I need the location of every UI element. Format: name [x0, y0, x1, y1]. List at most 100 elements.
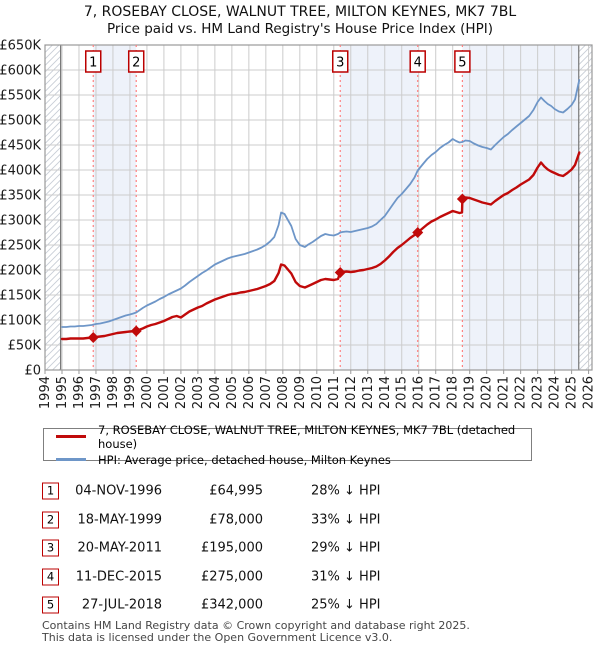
- svg-text:£200K: £200K: [0, 264, 41, 279]
- svg-text:2026: 2026: [582, 376, 597, 409]
- svg-text:2025: 2025: [565, 376, 580, 409]
- transaction-number-badge: 2: [42, 511, 59, 529]
- transaction-date: 18-MAY-1999: [77, 512, 162, 528]
- svg-text:2012: 2012: [344, 376, 359, 409]
- hpi-series-line: [61, 79, 581, 328]
- svg-text:2022: 2022: [514, 376, 529, 409]
- svg-text:2017: 2017: [429, 376, 444, 409]
- svg-text:2015: 2015: [395, 376, 410, 409]
- hpi-line-swatch: [56, 458, 86, 461]
- svg-text:£100K: £100K: [0, 314, 41, 329]
- svg-text:2006: 2006: [242, 376, 257, 409]
- svg-text:1998: 1998: [106, 376, 121, 409]
- chart-legend: 7, ROSEBAY CLOSE, WALNUT TREE, MILTON KE…: [43, 423, 532, 467]
- transaction-hpi-delta: 25% ↓ HPI: [311, 597, 381, 613]
- svg-text:2020: 2020: [480, 376, 495, 409]
- svg-text:2014: 2014: [378, 376, 393, 409]
- svg-text:2021: 2021: [497, 376, 512, 409]
- y-axis-tick-labels: £0 £50K £100K £150K £200K £250K £300K £350K £400…: [0, 39, 41, 379]
- price-paid-line-swatch: [56, 435, 86, 438]
- transaction-hpi-delta: 33% ↓ HPI: [311, 512, 381, 528]
- svg-text:1994: 1994: [38, 376, 53, 409]
- transaction-number-badge: 3: [42, 539, 59, 557]
- x-axis-ticks: [44, 370, 590, 374]
- table-row: 4 11-DEC-2015 £275,000 31% ↓ HPI: [42, 563, 562, 592]
- svg-text:2007: 2007: [259, 376, 274, 409]
- transactions-table: 1 04-NOV-1996 £64,995 28% ↓ HPI 2 18-MAY…: [42, 477, 562, 620]
- license-line-1: Contains HM Land Registry data © Crown c…: [42, 619, 470, 632]
- svg-text:2018: 2018: [446, 376, 461, 409]
- legend-label: 7, ROSEBAY CLOSE, WALNUT TREE, MILTON KE…: [98, 422, 516, 451]
- transaction-number-badge: 5: [42, 596, 59, 614]
- gridlines: [44, 44, 592, 371]
- svg-text:£0: £0: [24, 364, 41, 379]
- svg-text:1995: 1995: [55, 376, 70, 409]
- transaction-date: 27-JUL-2018: [81, 597, 162, 613]
- legend-label: HPI: Average price, detached house, Milt…: [98, 452, 391, 467]
- price-history-chart: 1 2 3 4 5 £0 £50K £100K £150K £200K £250K £300K £35…: [0, 39, 597, 410]
- svg-text:2000: 2000: [140, 376, 155, 409]
- sale-marker-number-boxes: 1 2 3 4 5: [84, 50, 471, 73]
- svg-text:£550K: £550K: [0, 89, 41, 104]
- table-row: 1 04-NOV-1996 £64,995 28% ↓ HPI: [42, 477, 562, 506]
- svg-text:£500K: £500K: [0, 114, 41, 129]
- svg-text:£50K: £50K: [8, 339, 42, 354]
- svg-text:£400K: £400K: [0, 164, 41, 179]
- sale-marker-lines: [92, 45, 463, 370]
- legend-item-price-paid: 7, ROSEBAY CLOSE, WALNUT TREE, MILTON KE…: [44, 423, 531, 451]
- svg-text:£350K: £350K: [0, 189, 41, 204]
- svg-text:5: 5: [458, 56, 466, 71]
- svg-text:2013: 2013: [361, 376, 376, 409]
- svg-text:£600K: £600K: [0, 64, 41, 79]
- svg-text:£300K: £300K: [0, 214, 41, 229]
- transaction-date: 04-NOV-1996: [75, 483, 162, 499]
- svg-text:2019: 2019: [463, 376, 478, 409]
- sale-marker-diamonds: [87, 193, 468, 343]
- svg-text:3: 3: [336, 56, 344, 71]
- svg-text:2024: 2024: [548, 376, 563, 409]
- table-row: 5 27-JUL-2018 £342,000 25% ↓ HPI: [42, 591, 562, 620]
- table-row: 3 20-MAY-2011 £195,000 29% ↓ HPI: [42, 534, 562, 563]
- transaction-price: £195,000: [200, 540, 263, 556]
- svg-text:2003: 2003: [191, 376, 206, 409]
- svg-text:£650K: £650K: [0, 39, 41, 54]
- svg-text:1: 1: [89, 56, 97, 71]
- transaction-date: 20-MAY-2011: [77, 540, 162, 556]
- x-axis-tick-labels: 1994 1995 1996 1997 1998 1999 2000 2001 2002 2003…: [38, 376, 597, 409]
- transaction-hpi-delta: 29% ↓ HPI: [311, 540, 381, 556]
- svg-text:4: 4: [414, 56, 422, 71]
- svg-text:2008: 2008: [276, 376, 291, 409]
- page-subtitle: Price paid vs. HM Land Registry's House …: [107, 21, 493, 37]
- transaction-price: £78,000: [209, 512, 263, 528]
- legend-item-hpi: HPI: Average price, detached house, Milt…: [44, 453, 531, 467]
- transaction-price: £275,000: [200, 569, 263, 585]
- svg-text:£450K: £450K: [0, 139, 41, 154]
- transaction-price: £64,995: [209, 483, 263, 499]
- table-row: 2 18-MAY-1999 £78,000 33% ↓ HPI: [42, 506, 562, 535]
- page-title: 7, ROSEBAY CLOSE, WALNUT TREE, MILTON KE…: [83, 4, 517, 20]
- transaction-number-badge: 4: [42, 568, 59, 586]
- svg-text:1999: 1999: [123, 376, 138, 409]
- transaction-date: 11-DEC-2015: [75, 569, 162, 585]
- svg-text:£150K: £150K: [0, 289, 41, 304]
- svg-text:2011: 2011: [327, 376, 342, 409]
- transaction-price: £342,000: [200, 597, 263, 613]
- svg-text:2010: 2010: [310, 376, 325, 409]
- license-note: Contains HM Land Registry data © Crown c…: [42, 620, 470, 644]
- transaction-hpi-delta: 28% ↓ HPI: [311, 483, 381, 499]
- svg-text:2016: 2016: [412, 376, 427, 409]
- data-boundary-lines: [60, 45, 580, 370]
- svg-text:1996: 1996: [72, 376, 87, 409]
- svg-text:2023: 2023: [531, 376, 546, 409]
- svg-text:2002: 2002: [174, 376, 189, 409]
- svg-text:2005: 2005: [225, 376, 240, 409]
- svg-text:2009: 2009: [293, 376, 308, 409]
- svg-text:2001: 2001: [157, 376, 172, 409]
- svg-text:1997: 1997: [89, 376, 104, 409]
- plot-frame: [44, 44, 593, 371]
- transaction-hpi-delta: 31% ↓ HPI: [311, 569, 381, 585]
- license-line-2: This data is licensed under the Open Gov…: [42, 630, 393, 644]
- svg-text:2: 2: [132, 56, 140, 71]
- svg-text:£250K: £250K: [0, 239, 41, 254]
- price-paid-series-line: [60, 151, 581, 341]
